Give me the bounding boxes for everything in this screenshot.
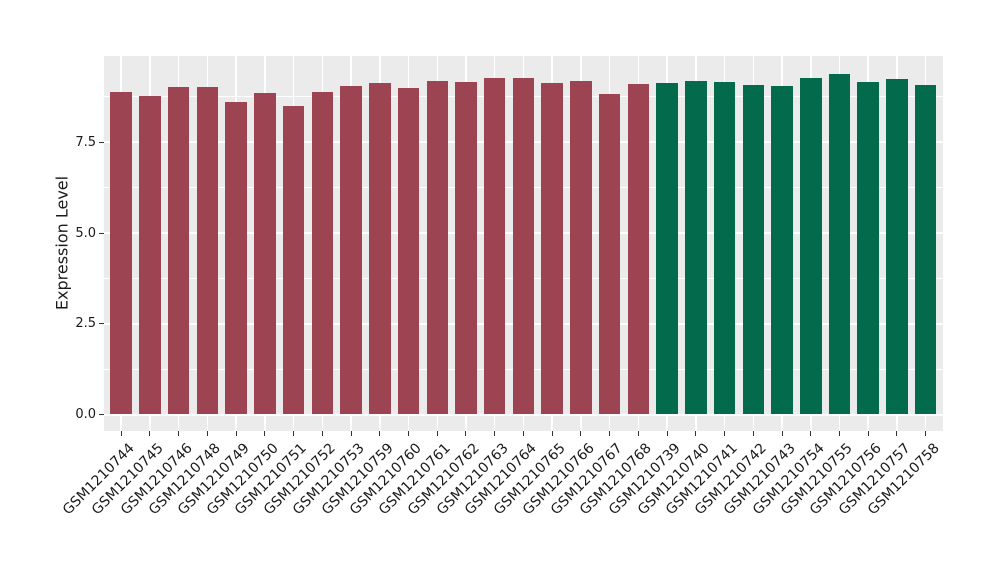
bar-GSM1210750: [254, 92, 276, 415]
bar-GSM1210761: [426, 81, 449, 415]
x-axis-tick: [436, 430, 438, 436]
y-tick-label: 7.5: [75, 134, 96, 150]
x-axis-tick: [580, 430, 582, 436]
bar-GSM1210739: [656, 83, 678, 415]
x-axis-tick: [235, 430, 237, 436]
x-axis-tick: [724, 430, 726, 436]
x-axis-tick: [609, 430, 611, 436]
x-axis-tick: [321, 430, 323, 436]
x-axis-tick: [264, 430, 266, 436]
y-axis-tick: [99, 232, 104, 234]
x-axis-tick: [551, 430, 553, 436]
x-axis-tick: [408, 430, 410, 436]
y-tick-label: 2.5: [75, 316, 96, 332]
x-axis-tick: [379, 430, 381, 436]
x-axis-tick: [178, 430, 180, 436]
y-axis-tick: [99, 141, 104, 143]
bar-GSM1210765: [541, 83, 563, 415]
y-axis-title: Expression Level: [52, 176, 72, 311]
bar-GSM1210752: [311, 92, 334, 415]
bar-GSM1210753: [340, 85, 362, 415]
bar-GSM1210742: [742, 84, 765, 415]
x-axis-tick: [293, 430, 295, 436]
y-axis-tick: [99, 323, 104, 325]
x-axis-tick: [925, 430, 927, 436]
x-axis-tick: [695, 430, 697, 436]
bar-GSM1210767: [598, 93, 621, 415]
bar-GSM1210748: [196, 87, 219, 415]
bar-GSM1210749: [225, 102, 247, 415]
bar-GSM1210755: [828, 73, 851, 415]
bar-GSM1210743: [771, 86, 793, 415]
bar-GSM1210762: [455, 82, 477, 415]
x-axis-tick: [120, 430, 122, 436]
bar-GSM1210768: [627, 83, 650, 415]
x-axis-tick: [206, 430, 208, 436]
bar-GSM1210756: [857, 82, 879, 415]
x-axis-tick: [867, 430, 869, 436]
y-tick-label: 0.0: [75, 407, 96, 422]
x-axis-tick: [522, 430, 524, 436]
bar-GSM1210759: [369, 83, 391, 415]
x-axis-tick: [637, 430, 639, 436]
x-axis-tick: [838, 430, 840, 436]
y-axis-tick: [99, 414, 104, 415]
x-axis-tick: [494, 430, 496, 436]
x-axis-tick: [666, 430, 668, 436]
bar-GSM1210763: [483, 77, 506, 415]
bar-GSM1210746: [167, 87, 190, 415]
bar-GSM1210766: [570, 81, 592, 415]
x-axis-tick: [896, 430, 898, 436]
x-axis-tick: [149, 430, 151, 436]
x-axis-tick: [350, 430, 352, 436]
bar-GSM1210740: [685, 80, 707, 415]
bar-GSM1210764: [512, 78, 535, 415]
x-axis-tick: [810, 430, 812, 436]
major-gridline: [104, 413, 943, 416]
x-axis-tick: [465, 430, 467, 436]
bar-GSM1210741: [713, 82, 736, 415]
bar-GSM1210754: [800, 78, 822, 415]
bar-GSM1210745: [139, 95, 161, 415]
bar-GSM1210744: [110, 91, 132, 415]
x-axis-tick: [781, 430, 783, 436]
bar-GSM1210751: [282, 106, 305, 415]
bar-GSM1210758: [914, 85, 937, 415]
bar-GSM1210760: [397, 87, 420, 415]
y-tick-label: 5.0: [75, 225, 96, 241]
x-axis-tick: [752, 430, 754, 436]
bar-GSM1210757: [886, 78, 908, 415]
